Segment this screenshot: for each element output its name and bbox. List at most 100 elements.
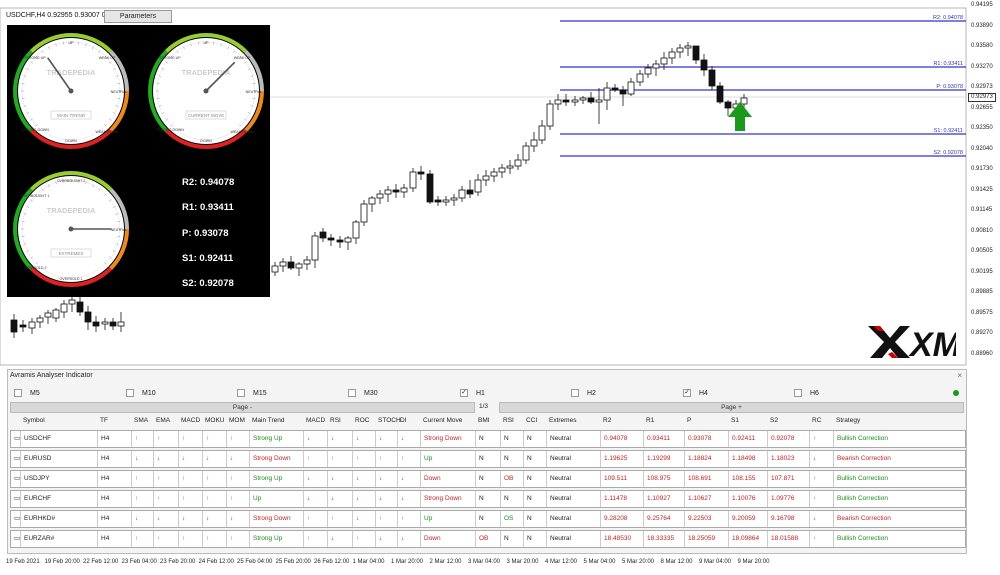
table-cell: Neutral	[546, 431, 600, 447]
timeframe-m10[interactable]: M10	[126, 389, 156, 397]
checkbox[interactable]: ✓	[460, 389, 468, 397]
arrow-up-icon: ↑	[809, 531, 833, 547]
folder-icon[interactable]: ▭	[14, 535, 21, 542]
checkbox[interactable]: ✓	[683, 389, 691, 397]
table-cell: 1.11478	[600, 491, 643, 507]
candle	[466, 180, 474, 198]
table-cell: Bullish Correction	[833, 491, 965, 507]
arrow-up-icon: ↑	[327, 511, 352, 527]
table-row[interactable]: ▭ USDCHF H4 ↑ ↑ ↑ ↑ ↑ Strong Up ↓ ↓ ↓ ↓ ↓ Strong Down N…	[10, 430, 966, 448]
timeframe-checkboxes: M5 M10 M15 M30 ✓ H1 H2 ✓ H4 H6	[8, 389, 966, 401]
svg-text:STRONG DOWN: STRONG DOWN	[156, 128, 184, 132]
checkbox[interactable]	[126, 389, 134, 397]
candle	[327, 234, 335, 246]
table-cell: 9.22503	[684, 511, 728, 527]
table-cell: 9.28208	[600, 511, 643, 527]
arrow-down-icon: ↓	[375, 431, 397, 447]
current-move-gauge: UP WEAK UP NEUTRAL WEAK DOWN DOWN STRONG DOWN…	[148, 33, 264, 149]
checkbox[interactable]	[237, 389, 245, 397]
folder-icon[interactable]: ▭	[14, 435, 21, 442]
arrow-down-icon: ↓	[131, 451, 153, 467]
candle	[101, 318, 109, 330]
arrow-down-icon: ↓	[375, 531, 397, 547]
level-label: R1: 0.93411	[933, 61, 963, 67]
table-cell: 18.33335	[643, 531, 684, 547]
table-cell: EURHKD#	[20, 511, 97, 527]
table-cell: 9.20059	[728, 511, 767, 527]
table-cell: N	[475, 491, 500, 507]
table-row[interactable]: ▭ EURCHF H4 ↑ ↑ ↑ ↑ ↑ Up ↓ ↓ ↓ ↓ ↓ Strong Down N N N Neutr…	[10, 490, 966, 508]
arrow-up-icon: ↑	[397, 511, 420, 527]
column-header: TF	[100, 417, 108, 424]
arrow-up-icon: ↑	[303, 511, 327, 527]
candle	[627, 78, 635, 96]
arrow-down-icon: ↓	[202, 511, 226, 527]
checkbox[interactable]	[794, 389, 802, 397]
close-icon[interactable]: ×	[957, 371, 962, 380]
price-tick-label: 0.92350	[971, 125, 993, 131]
timeframe-m15[interactable]: M15	[237, 389, 267, 397]
time-tick-label: 5 Mar 20:00	[622, 559, 655, 565]
svg-text:NEUTRAL: NEUTRAL	[111, 228, 128, 232]
checkbox[interactable]	[14, 389, 22, 397]
timeframe-h2[interactable]: H2	[571, 389, 596, 397]
folder-icon[interactable]: ▭	[14, 495, 21, 502]
arrow-up-icon: ↑	[202, 431, 226, 447]
timeframe-h6[interactable]: H6	[794, 389, 819, 397]
timeframe-h1[interactable]: ✓ H1	[460, 389, 485, 397]
timeframe-m30[interactable]: M30	[348, 389, 378, 397]
table-row[interactable]: ▭ EURZAR# H4 ↑ ↑ ↑ ↑ ↑ Strong Up ↑ ↓ ↑ ↓ ↓ Down OB N N Neu…	[10, 530, 966, 548]
candle	[392, 184, 400, 198]
candle	[619, 86, 627, 106]
checkbox[interactable]	[571, 389, 579, 397]
timeframe-m5[interactable]: M5	[14, 389, 40, 397]
table-row[interactable]: ▭ USDJPY H4 ↑ ↑ ↑ ↑ ↑ Strong Up ↓ ↓ ↓ ↓ ↓ Down N OB N Neut…	[10, 470, 966, 488]
folder-icon[interactable]: ▭	[14, 475, 21, 482]
candle	[668, 48, 676, 64]
column-header: MOM	[229, 417, 245, 424]
timeframe-h4[interactable]: ✓ H4	[683, 389, 708, 397]
arrow-up-icon: ↑	[178, 491, 202, 507]
candle	[60, 300, 68, 318]
arrow-up-icon: ↑	[303, 451, 327, 467]
table-cell: Neutral	[546, 491, 600, 507]
time-tick-label: 9 Mar 20:00	[737, 559, 770, 565]
table-cell: 1.09776	[767, 491, 809, 507]
arrow-up-icon: ↑	[809, 431, 833, 447]
table-row[interactable]: ▭ EURUSD H4 ↓ ↓ ↓ ↓ ↓ Strong Down ↑ ↑ ↑ ↑ ↑ Up N N N Neutr…	[10, 450, 966, 468]
candle	[352, 220, 360, 244]
column-header: MACD	[181, 417, 201, 424]
table-cell: 0.92078	[767, 431, 809, 447]
table-cell: 1.10627	[684, 491, 728, 507]
parameters-button[interactable]: Parameters	[104, 10, 172, 23]
level-label: S2: 0.92078	[933, 150, 963, 156]
column-header: EMA	[156, 417, 171, 424]
page-plus-button[interactable]: Page +	[499, 402, 964, 413]
candle	[482, 170, 490, 186]
candle	[384, 186, 392, 202]
table-cell: EURUSD	[20, 451, 97, 467]
svg-text:WEAK DOWN: WEAK DOWN	[96, 130, 119, 134]
column-header: RSI	[503, 417, 514, 424]
table-cell: N	[475, 431, 500, 447]
table-cell: Down	[420, 471, 475, 487]
page-minus-button[interactable]: Page -	[10, 402, 475, 413]
table-cell: 0.93078	[684, 431, 728, 447]
column-header: Current Move	[423, 417, 463, 424]
timeframe-label: M10	[142, 389, 156, 397]
column-header: S2	[770, 417, 778, 424]
column-header: Symbol	[23, 417, 45, 424]
table-row[interactable]: ▭ EURHKD# H4 ↓ ↓ ↓ ↓ ↓ Strong Down ↑ ↑ ↓ ↑ ↑ Up N OS N Neu…	[10, 510, 966, 528]
arrow-up-icon: ↑	[375, 451, 397, 467]
folder-icon[interactable]: ▭	[14, 515, 21, 522]
extremes-gauge: OVERBOUGHT 1 OVERBOUGHT 2 NEUTRAL OVERSOLD …	[13, 171, 129, 287]
buy-arrow-icon	[728, 102, 752, 131]
table-cell: Strong Down	[249, 511, 303, 527]
checkbox[interactable]	[348, 389, 356, 397]
indicator-title: Avramis Analyser Indicator	[10, 372, 93, 379]
svg-text:WEAK DOWN: WEAK DOWN	[231, 130, 254, 134]
table-cell: Bullish Correction	[833, 531, 965, 547]
folder-icon[interactable]: ▭	[14, 455, 21, 462]
